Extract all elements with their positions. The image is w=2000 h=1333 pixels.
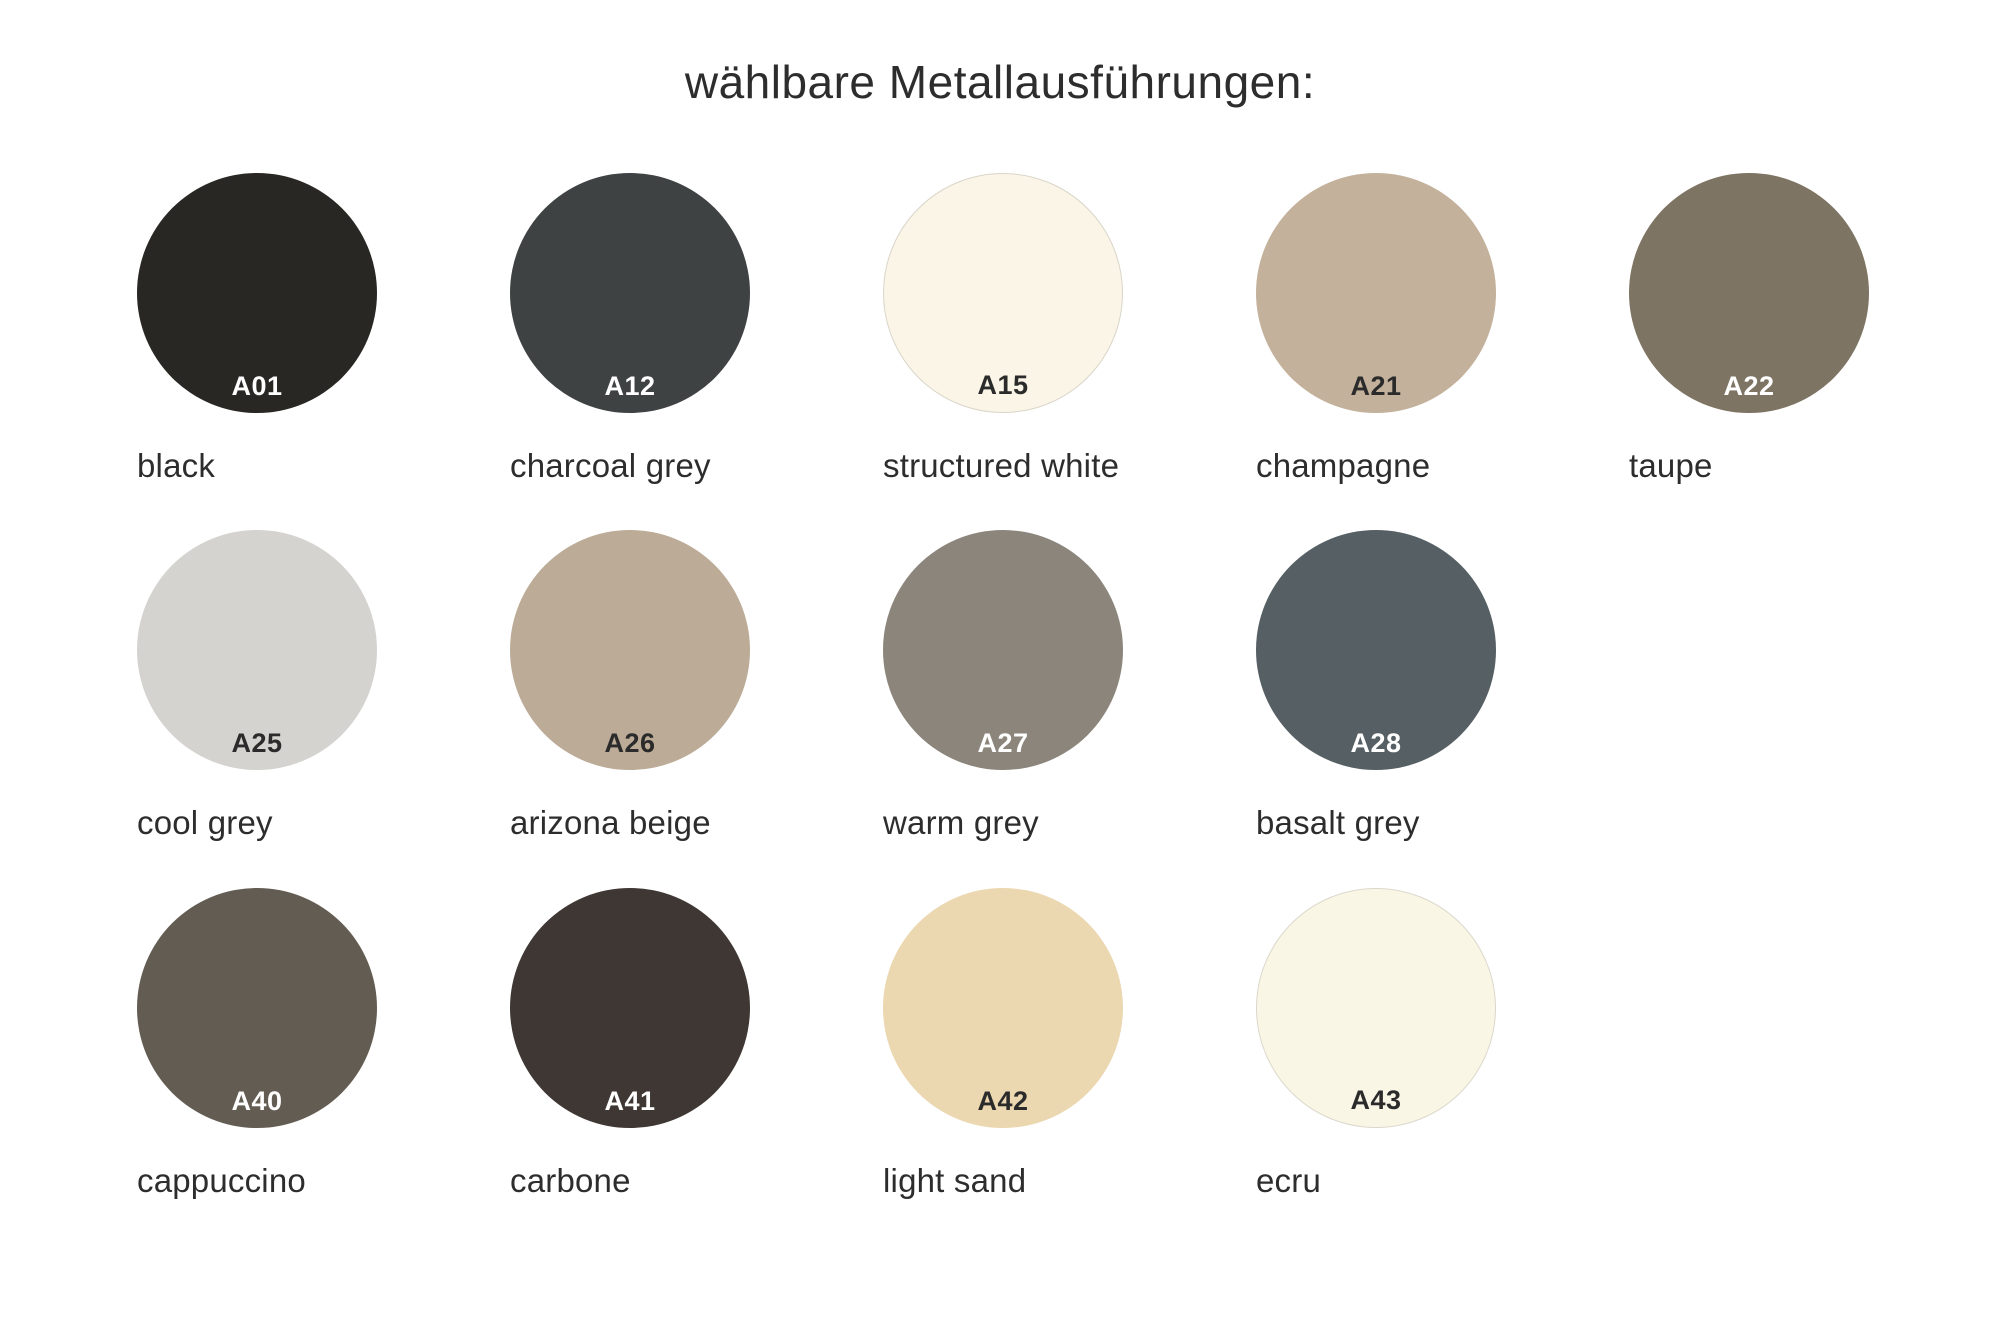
- swatch-code: A15: [977, 369, 1029, 400]
- swatch: A01 black: [137, 172, 377, 486]
- swatch: A43 ecru: [1256, 888, 1496, 1201]
- swatch-circle: A42: [883, 888, 1123, 1129]
- swatch: A15 structured white: [883, 172, 1123, 486]
- swatch-code: A40: [231, 1086, 283, 1117]
- swatch: A12 charcoal grey: [510, 172, 750, 486]
- swatch-code: A01: [231, 370, 283, 401]
- swatch-name: ecru: [1256, 1162, 1321, 1200]
- swatch-name: cool grey: [137, 804, 273, 842]
- swatch-circle: A26: [510, 530, 750, 771]
- swatch-name: cappuccino: [137, 1162, 306, 1200]
- swatch-row: A25 cool grey A26 arizona beige A27 warm…: [137, 530, 2000, 843]
- swatch-circle: A27: [883, 530, 1123, 771]
- swatch-name: light sand: [883, 1162, 1027, 1200]
- swatch-name: carbone: [510, 1162, 631, 1200]
- swatch-name: charcoal grey: [510, 446, 711, 484]
- swatch-circle: A25: [137, 530, 377, 771]
- swatch-code: A26: [604, 728, 656, 759]
- swatch: A41 carbone: [510, 888, 750, 1201]
- swatch: A28 basalt grey: [1256, 530, 1496, 843]
- swatch-circle: A15: [883, 172, 1123, 413]
- swatch: A22 taupe: [1629, 172, 1869, 486]
- swatch-circle: A40: [137, 888, 377, 1129]
- swatch-circle: A21: [1256, 172, 1496, 413]
- swatch-circle: A43: [1256, 888, 1496, 1129]
- swatch: A26 arizona beige: [510, 530, 750, 843]
- swatch: A21 champagne: [1256, 172, 1496, 486]
- swatch-circle: A22: [1629, 172, 1869, 413]
- swatch-code: A12: [604, 370, 656, 401]
- swatch-circle: A12: [510, 172, 750, 413]
- swatch-name: black: [137, 446, 216, 484]
- swatch-row: A01 black A12 charcoal grey A15 structur…: [137, 172, 2000, 486]
- swatch-code: A41: [604, 1086, 656, 1117]
- swatch: A40 cappuccino: [137, 888, 377, 1201]
- swatch-name: structured white: [883, 446, 1120, 484]
- swatch-circle: A28: [1256, 530, 1496, 771]
- swatch-grid: A01 black A12 charcoal grey A15 structur…: [0, 172, 2000, 1201]
- swatch-code: A25: [231, 728, 283, 759]
- swatch-name: warm grey: [883, 804, 1039, 842]
- swatch-name: basalt grey: [1256, 804, 1420, 842]
- swatch-code: A27: [977, 728, 1029, 759]
- swatch-code: A22: [1723, 370, 1775, 401]
- swatch-circle: A41: [510, 888, 750, 1129]
- swatch-row: A40 cappuccino A41 carbone A42 light san…: [137, 888, 2000, 1201]
- swatch: A27 warm grey: [883, 530, 1123, 843]
- swatch-code: A42: [977, 1086, 1029, 1117]
- swatch-name: champagne: [1256, 446, 1431, 484]
- swatch-name: taupe: [1629, 446, 1713, 484]
- swatch-code: A43: [1350, 1085, 1402, 1116]
- swatch-code: A21: [1350, 370, 1402, 401]
- page-title: wählbare Metallausführungen:: [684, 56, 1316, 108]
- swatch-code: A28: [1350, 728, 1402, 759]
- swatch-circle: A01: [137, 172, 377, 413]
- swatch: A42 light sand: [883, 888, 1123, 1201]
- swatch-name: arizona beige: [510, 804, 711, 842]
- swatch: A25 cool grey: [137, 530, 377, 843]
